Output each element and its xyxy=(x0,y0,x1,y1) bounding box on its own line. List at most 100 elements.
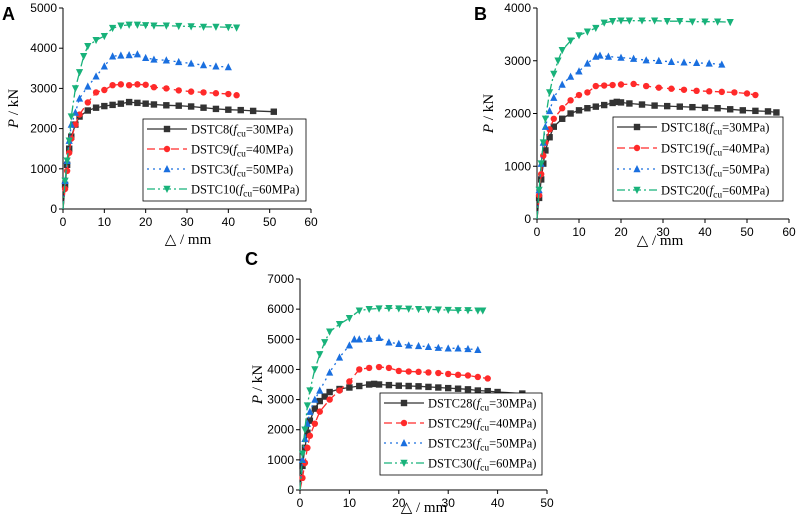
y-axis-label: P / kN xyxy=(481,94,497,134)
data-point xyxy=(567,97,574,104)
series-dstc30 xyxy=(298,305,487,491)
data-point xyxy=(345,341,353,349)
data-point xyxy=(693,87,700,95)
data-point xyxy=(92,89,100,96)
data-point xyxy=(434,306,442,314)
data-point xyxy=(464,344,472,353)
data-point xyxy=(225,106,232,113)
data-point xyxy=(187,23,195,31)
data-point xyxy=(575,91,583,99)
data-point xyxy=(546,89,554,97)
data-point xyxy=(474,345,482,354)
legend-marker xyxy=(400,419,408,427)
data-point xyxy=(321,393,328,400)
data-point xyxy=(651,17,659,25)
data-point xyxy=(764,108,772,115)
legend-box xyxy=(612,116,784,202)
data-point xyxy=(445,370,452,378)
data-point xyxy=(705,59,713,67)
data-point xyxy=(479,307,487,315)
data-point xyxy=(542,147,549,154)
x-axis-label: △ / mm xyxy=(401,500,448,515)
y-tick-label: 2000 xyxy=(30,122,57,136)
legend-marker xyxy=(163,165,171,173)
data-point xyxy=(414,341,423,350)
data-point xyxy=(546,126,553,133)
data-point xyxy=(345,314,353,323)
x-tick-label: 20 xyxy=(392,496,406,510)
data-point xyxy=(109,52,117,60)
data-point xyxy=(773,109,780,116)
legend-cu-subscript: cu xyxy=(713,170,722,180)
data-point xyxy=(617,53,625,61)
data-point xyxy=(385,338,393,346)
data-point xyxy=(559,105,566,112)
data-point xyxy=(109,101,116,109)
legend-label: DSTC23(fcu=50MPa) xyxy=(428,437,536,454)
x-axis-label-symbol: △ xyxy=(165,232,177,248)
data-point xyxy=(567,72,575,80)
data-point xyxy=(163,102,170,109)
data-point xyxy=(92,36,100,45)
legend-marker xyxy=(400,459,408,467)
data-point xyxy=(75,69,84,77)
data-point xyxy=(355,307,363,315)
data-point xyxy=(134,99,141,107)
legend-f-symbol: f xyxy=(233,163,238,177)
data-point xyxy=(304,429,311,436)
data-point xyxy=(306,407,314,415)
data-point xyxy=(66,149,73,156)
y-tick-label: 2000 xyxy=(267,423,294,437)
legend: DSTC18(fcu=30MPa)DSTC19(fcu=40MPa)DSTC13… xyxy=(612,116,784,202)
legend-series-name: DSTC28( xyxy=(428,397,477,411)
x-tick-label: 30 xyxy=(442,496,456,510)
data-point xyxy=(596,51,604,59)
data-point xyxy=(311,366,319,374)
data-point xyxy=(356,366,363,373)
data-point xyxy=(752,91,759,99)
data-point xyxy=(212,23,220,31)
legend-strength: =50MPa) xyxy=(722,163,769,177)
data-point xyxy=(303,402,312,410)
data-point xyxy=(559,115,566,122)
x-tick-label: 40 xyxy=(698,225,712,239)
data-point xyxy=(125,81,133,89)
legend-f-symbol: f xyxy=(710,163,715,177)
data-point xyxy=(301,426,309,434)
data-point xyxy=(701,104,709,111)
data-point xyxy=(731,89,738,96)
x-tick-label: 10 xyxy=(343,496,357,510)
data-point xyxy=(101,86,108,94)
data-point xyxy=(600,19,608,27)
data-point xyxy=(541,115,549,123)
data-point xyxy=(335,321,344,329)
data-point xyxy=(142,81,149,88)
panel-b: B 0 10 20 30 40 50 60 0 1000 2000 3000 4000 P / kN △ /… xyxy=(474,1,796,249)
data-point xyxy=(326,396,333,403)
legend-f-symbol: f xyxy=(477,417,482,431)
data-point xyxy=(117,81,125,88)
data-point xyxy=(150,101,158,108)
data-point xyxy=(199,23,208,31)
data-point xyxy=(535,186,543,194)
legend-series-name: DSTC29( xyxy=(428,417,477,431)
data-point xyxy=(405,368,412,375)
data-point xyxy=(65,137,73,145)
data-point xyxy=(117,100,125,107)
data-point xyxy=(316,408,323,415)
x-tick-label: 60 xyxy=(304,215,318,229)
data-point xyxy=(375,305,383,313)
legend-strength: =40MPa) xyxy=(722,142,769,156)
data-point xyxy=(405,305,413,313)
legend-strength: =30MPa) xyxy=(246,123,293,137)
x-tick-label: 50 xyxy=(263,215,277,229)
data-point xyxy=(365,364,373,372)
legend-marker xyxy=(163,125,171,133)
data-point xyxy=(109,81,116,89)
data-point xyxy=(474,373,482,381)
data-point xyxy=(142,53,150,62)
data-point xyxy=(356,382,363,390)
legend-strength: =50MPa) xyxy=(246,163,293,177)
legend-label: DSTC29(fcu=40MPa) xyxy=(428,417,536,434)
data-point xyxy=(212,62,220,70)
